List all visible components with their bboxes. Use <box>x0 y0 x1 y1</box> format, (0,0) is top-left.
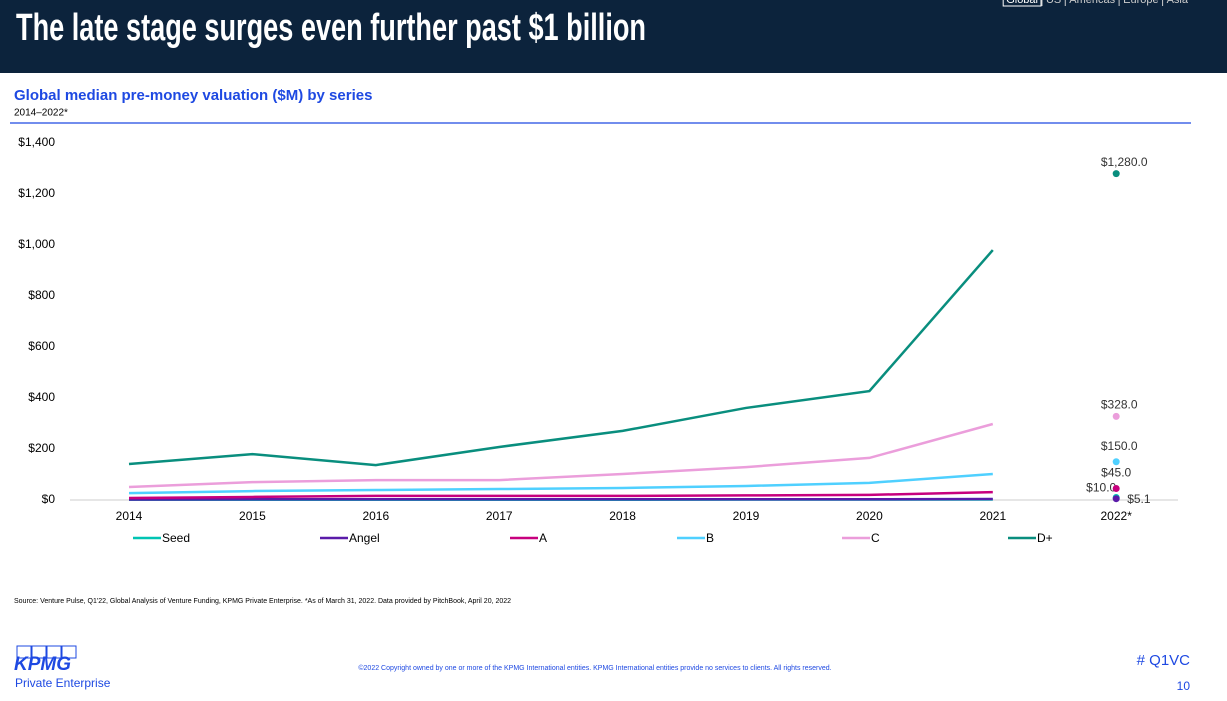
x-tick-label: 2022* <box>1101 509 1133 523</box>
value-label: $10.0 <box>1086 481 1116 495</box>
legend-label: B <box>706 531 714 545</box>
nav-item: US <box>1046 0 1061 6</box>
y-tick-label: $1,000 <box>18 237 55 251</box>
y-tick-label: $1,400 <box>18 135 55 149</box>
y-tick-label: $200 <box>28 441 55 455</box>
x-tick-label: 2019 <box>733 509 760 523</box>
point <box>1112 485 1120 493</box>
nav-item: Americas <box>1069 0 1115 6</box>
value-label: $150.0 <box>1101 439 1138 453</box>
header-band <box>0 0 1227 73</box>
logo-text: KPMG <box>14 654 71 675</box>
plot: $0 $200 $400 $600 $800 $1,000 $1,200 $1,400 2014… <box>18 135 1178 545</box>
series-line <box>128 472 993 495</box>
value-label: $5.1 <box>1127 492 1151 506</box>
point <box>1112 458 1120 466</box>
nav-item: Europe <box>1123 0 1158 6</box>
x-tick-label: 2017 <box>486 509 513 523</box>
legend-label: Seed <box>162 531 190 545</box>
brand: Private Enterprise <box>15 676 111 690</box>
nav-item: Asia <box>1167 0 1189 6</box>
y-tick-label: $800 <box>28 288 55 302</box>
logo: KPMG <box>14 645 77 675</box>
legend-label: A <box>539 531 547 545</box>
x-tick-label: 2015 <box>239 509 266 523</box>
legend-label: D+ <box>1037 531 1053 545</box>
logo-box <box>16 645 32 659</box>
legend-label: Angel <box>349 531 380 545</box>
y-tick-label: $400 <box>28 390 55 404</box>
value-label: $328.0 <box>1101 398 1138 412</box>
source-note: Source: Venture Pulse, Q1'22, Global Ana… <box>14 598 511 605</box>
nav: Asia Europe Americas US Global <box>1002 0 1189 7</box>
copyright: ©2022 Copyright owned by one or more of … <box>358 664 831 672</box>
logo-box <box>31 645 47 659</box>
series-line <box>128 497 993 501</box>
point <box>1112 495 1120 503</box>
value-label: $1,280.0 <box>1101 155 1148 169</box>
y-tick-label: $1,200 <box>18 186 55 200</box>
logo-box <box>61 645 77 659</box>
x-tick-label: 2020 <box>856 509 883 523</box>
value-label: $45.0 <box>1101 466 1131 480</box>
nav-item: Global <box>1006 0 1038 6</box>
legend-label: C <box>871 531 880 545</box>
x-tick-label: 2016 <box>362 509 389 523</box>
hashtag: # Q1VC <box>1137 652 1191 669</box>
x-tick-label: 2014 <box>116 509 143 523</box>
chart-title: Global median pre-money valuation ($M) b… <box>14 87 372 104</box>
series-line <box>128 490 993 500</box>
page-title: The late stage surges even further past … <box>16 7 646 49</box>
point <box>1112 170 1120 178</box>
point <box>1112 412 1120 420</box>
nav-active-box <box>1002 0 1042 7</box>
page-number: 10 <box>1177 679 1191 693</box>
chart-subtitle: 2014–2022* <box>14 108 68 119</box>
series-line <box>128 422 994 489</box>
x-tick-label: 2018 <box>609 509 636 523</box>
logo-box <box>46 645 62 659</box>
series-line <box>128 249 994 467</box>
y-tick-label: $0 <box>42 492 56 506</box>
y-tick-label: $600 <box>28 339 55 353</box>
x-tick-label: 2021 <box>979 509 1006 523</box>
